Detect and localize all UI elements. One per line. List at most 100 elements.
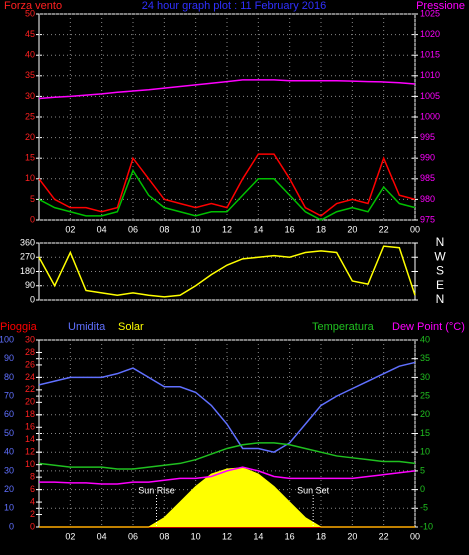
x-tick-label: 18: [316, 224, 326, 234]
y2-axis-title: Pressione: [416, 0, 465, 12]
y-tick-label: 100: [0, 334, 14, 344]
y3-tick-label: 16: [25, 422, 35, 432]
x-tick-label: 22: [379, 224, 389, 234]
line: [38, 442, 416, 470]
y-axis-title: Forza vento: [4, 0, 62, 12]
y2-tick-label: W: [434, 249, 446, 263]
y-tick-label: 270: [20, 252, 35, 262]
y3-tick-label: 22: [25, 384, 35, 394]
y3-tick-label: 8: [30, 472, 35, 482]
y2-tick-label: 25: [420, 390, 430, 400]
y3-tick-label: 20: [25, 397, 35, 407]
y2-tick-label: 35: [420, 353, 430, 363]
y-tick-label: 30: [4, 465, 14, 475]
y2-tick-label: 1005: [420, 91, 440, 101]
y2-tick-label: 1000: [420, 111, 440, 121]
y3-tick-label: 28: [25, 347, 35, 357]
line: [38, 168, 416, 221]
y-tick-label: 0: [9, 521, 14, 531]
x-tick-label: 02: [65, 224, 75, 234]
y-tick-label: 10: [25, 173, 35, 183]
x-tick-label: 10: [191, 224, 201, 234]
y2-tick-label: N: [436, 292, 445, 306]
x-tick-label: 14: [253, 531, 263, 541]
x-tick-label: 00: [410, 531, 420, 541]
y-tick-label: 80: [4, 372, 14, 382]
x-tick-label: 14: [253, 224, 263, 234]
y2-tick-label: 975: [420, 214, 435, 224]
y-tick-label: 20: [25, 132, 35, 142]
y-tick-label: 20: [4, 484, 14, 494]
y2-tick-label: -5: [420, 503, 428, 513]
y2-tick-label: 1025: [420, 8, 440, 18]
y3-tick-label: 14: [25, 434, 35, 444]
y2-tick-label: N: [436, 235, 445, 249]
x-tick-label: 12: [222, 531, 232, 541]
y-tick-label: 60: [4, 409, 14, 419]
y2-tick-label: 995: [420, 132, 435, 142]
y2-tick-label: 30: [420, 372, 430, 382]
y3-tick-label: 24: [25, 372, 35, 382]
y-tick-label: 50: [4, 428, 14, 438]
y2-tick-label: 980: [420, 194, 435, 204]
y2-tick-label: 990: [420, 153, 435, 163]
x-tick-label: 08: [159, 224, 169, 234]
x-tick-label: 02: [65, 531, 75, 541]
y2-tick-label: 1010: [420, 70, 440, 80]
y-tick-label: 40: [4, 447, 14, 457]
y-tick-label: 5: [30, 194, 35, 204]
x-tick-label: 08: [159, 531, 169, 541]
annotation: Sun Rise: [138, 485, 175, 495]
legend-label: Pioggia: [0, 321, 38, 333]
line: [38, 361, 416, 454]
y3-tick-label: 26: [25, 359, 35, 369]
y2-tick-label: -10: [420, 521, 433, 531]
legend-label: Solar: [118, 321, 144, 333]
y2-tick-label: 10: [420, 447, 430, 457]
x-tick-label: 06: [128, 531, 138, 541]
y2-tick-label: 40: [420, 334, 430, 344]
y-tick-label: 15: [25, 153, 35, 163]
y3-tick-label: 6: [30, 484, 35, 494]
y-tick-label: 90: [25, 280, 35, 290]
y3-tick-label: 2: [30, 509, 35, 519]
y-tick-label: 10: [4, 503, 14, 513]
x-tick-label: 04: [97, 224, 107, 234]
annotation: Sun Set: [297, 485, 330, 495]
legend-label: Temperatura: [312, 321, 375, 333]
x-tick-label: 00: [410, 224, 420, 234]
y-tick-label: 360: [20, 237, 35, 247]
y3-tick-label: 30: [25, 334, 35, 344]
line: [38, 153, 416, 217]
y-tick-label: 50: [25, 8, 35, 18]
x-tick-label: 16: [285, 531, 295, 541]
y3-tick-label: 10: [25, 459, 35, 469]
x-tick-label: 12: [222, 224, 232, 234]
x-tick-label: 22: [379, 531, 389, 541]
y2-tick-label: 985: [420, 173, 435, 183]
legend-label: Umidita: [68, 321, 106, 333]
x-tick-label: 20: [347, 531, 357, 541]
y-tick-label: 25: [25, 111, 35, 121]
y2-tick-label: 1020: [420, 29, 440, 39]
y3-tick-label: 12: [25, 447, 35, 457]
y-tick-label: 30: [25, 91, 35, 101]
y2-tick-label: 1015: [420, 50, 440, 60]
y-tick-label: 45: [25, 29, 35, 39]
y2-tick-label: S: [436, 264, 444, 278]
y2-tick-label: 20: [420, 409, 430, 419]
x-tick-label: 16: [285, 224, 295, 234]
line: [39, 466, 416, 485]
x-tick-label: 10: [191, 531, 201, 541]
y2-tick-label: E: [436, 278, 444, 292]
area: [39, 467, 415, 528]
y-tick-label: 180: [20, 266, 35, 276]
y2-tick-label: 15: [420, 428, 430, 438]
y3-tick-label: 0: [30, 521, 35, 531]
line: [38, 79, 416, 100]
y-tick-label: 0: [30, 294, 35, 304]
y3-tick-label: 4: [30, 496, 35, 506]
line: [38, 245, 416, 298]
x-tick-label: 04: [97, 531, 107, 541]
